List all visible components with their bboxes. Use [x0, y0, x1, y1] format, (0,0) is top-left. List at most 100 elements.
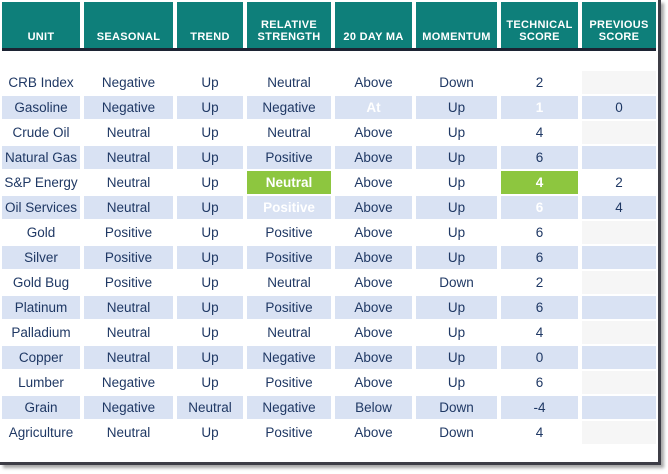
cell-20-day-ma: Above — [335, 321, 412, 344]
cell-20-day-ma: Above — [335, 221, 412, 244]
cell-momentum: Up — [416, 296, 497, 319]
cell-unit: Lumber — [2, 371, 80, 394]
cell-20-day-ma: Above — [335, 71, 412, 94]
cell-unit: Palladium — [2, 321, 80, 344]
cell-momentum: Up — [416, 371, 497, 394]
table-body: CRB Index Negative Up Neutral Above Down 2 Gaso… — [2, 71, 658, 444]
cell-20-day-ma: Above — [335, 346, 412, 369]
table-row-gasoline: Gasoline Negative Up Negative At Up 1 0 — [2, 96, 656, 119]
column-header-unit: UNIT — [2, 2, 80, 48]
cell-relative-strength: Negative — [247, 346, 331, 369]
cell-unit: Grain — [2, 396, 80, 419]
cell-previous-score — [582, 246, 656, 269]
column-header-trend: TREND — [177, 2, 243, 48]
cell-seasonal: Negative — [84, 71, 173, 94]
cell-trend: Up — [177, 321, 243, 344]
cell-relative-strength: Positive — [247, 246, 331, 269]
table-row-natural-gas: Natural Gas Neutral Up Positive Above Up 6 — [2, 146, 656, 169]
cell-previous-score — [582, 221, 656, 244]
cell-previous-score — [582, 346, 656, 369]
cell-relative-strength: Neutral — [247, 71, 331, 94]
cell-trend: Up — [177, 121, 243, 144]
cell-20-day-ma: Above — [335, 121, 412, 144]
column-header-momentum: MOMENTUM — [416, 2, 497, 48]
cell-previous-score — [582, 146, 656, 169]
cell-seasonal: Neutral — [84, 296, 173, 319]
table-row-gold: Gold Positive Up Positive Above Up 6 — [2, 221, 656, 244]
cell-trend: Up — [177, 221, 243, 244]
cell-relative-strength: Negative — [247, 396, 331, 419]
cell-previous-score: 4 — [582, 196, 656, 219]
cell-trend: Up — [177, 96, 243, 119]
cell-unit: CRB Index — [2, 71, 80, 94]
cell-previous-score: 2 — [582, 171, 656, 194]
cell-previous-score — [582, 396, 656, 419]
cell-20-day-ma: Above — [335, 246, 412, 269]
cell-seasonal: Positive — [84, 246, 173, 269]
header-row: UNIT SEASONAL TREND RELATIVE STRENGTH 20 DAY… — [2, 2, 656, 48]
cell-20-day-ma: At — [335, 96, 412, 119]
cell-relative-strength: Positive — [247, 146, 331, 169]
cell-relative-strength: Positive — [247, 296, 331, 319]
cell-momentum: Up — [416, 196, 497, 219]
cell-technical-score: 4 — [501, 321, 578, 344]
table-row-gold-bug: Gold Bug Positive Up Neutral Above Down 2 — [2, 271, 656, 294]
cell-previous-score — [582, 271, 656, 294]
cell-technical-score: 6 — [501, 146, 578, 169]
cell-20-day-ma: Above — [335, 371, 412, 394]
cell-momentum: Up — [416, 96, 497, 119]
cell-relative-strength: Neutral — [247, 171, 331, 194]
table-row-crude-oil: Crude Oil Neutral Up Neutral Above Up 4 — [2, 121, 656, 144]
column-header-technical-score: TECHNICAL SCORE — [501, 2, 578, 48]
cell-trend: Neutral — [177, 396, 243, 419]
cell-momentum: Up — [416, 321, 497, 344]
cell-momentum: Down — [416, 71, 497, 94]
cell-technical-score: 4 — [501, 171, 578, 194]
table-row-s-p-energy: S&P Energy Neutral Up Neutral Above Up 4 2 — [2, 171, 656, 194]
cell-unit: Gold — [2, 221, 80, 244]
cell-momentum: Up — [416, 171, 497, 194]
cell-trend: Up — [177, 171, 243, 194]
cell-technical-score: 6 — [501, 246, 578, 269]
cell-trend: Up — [177, 296, 243, 319]
cell-previous-score — [582, 71, 656, 94]
cell-seasonal: Neutral — [84, 321, 173, 344]
cell-previous-score — [582, 321, 656, 344]
cell-relative-strength: Negative — [247, 96, 331, 119]
header-divider — [2, 48, 656, 51]
cell-unit: Oil Services — [2, 196, 80, 219]
cell-relative-strength: Neutral — [247, 271, 331, 294]
cell-trend: Up — [177, 371, 243, 394]
cell-momentum: Down — [416, 396, 497, 419]
cell-technical-score: 4 — [501, 421, 578, 444]
cell-momentum: Down — [416, 271, 497, 294]
cell-previous-score — [582, 371, 656, 394]
cell-relative-strength: Positive — [247, 196, 331, 219]
column-header-relative-strength: RELATIVE STRENGTH — [247, 2, 331, 48]
cell-previous-score: 0 — [582, 96, 656, 119]
cell-trend: Up — [177, 71, 243, 94]
cell-unit: Gasoline — [2, 96, 80, 119]
cell-technical-score: 6 — [501, 371, 578, 394]
cell-relative-strength: Positive — [247, 371, 331, 394]
cell-seasonal: Negative — [84, 396, 173, 419]
cell-relative-strength: Positive — [247, 221, 331, 244]
cell-seasonal: Negative — [84, 371, 173, 394]
cell-trend: Up — [177, 146, 243, 169]
cell-unit: Natural Gas — [2, 146, 80, 169]
cell-relative-strength: Neutral — [247, 321, 331, 344]
cell-momentum: Up — [416, 221, 497, 244]
table-screenshot-frame: UNIT SEASONAL TREND RELATIVE STRENGTH 20 DAY… — [0, 0, 661, 465]
cell-seasonal: Neutral — [84, 421, 173, 444]
cell-previous-score — [582, 121, 656, 144]
cell-seasonal: Positive — [84, 271, 173, 294]
cell-technical-score: -4 — [501, 396, 578, 419]
table-row-grain: Grain Negative Neutral Negative Below Down -4 — [2, 396, 656, 419]
cell-unit: Silver — [2, 246, 80, 269]
cell-technical-score: 6 — [501, 296, 578, 319]
cell-technical-score: 2 — [501, 71, 578, 94]
column-header-20-day-ma: 20 DAY MA — [335, 2, 412, 48]
cell-momentum: Down — [416, 421, 497, 444]
table-row-agriculture: Agriculture Neutral Up Positive Above Down 4 — [2, 421, 656, 444]
cell-seasonal: Neutral — [84, 146, 173, 169]
